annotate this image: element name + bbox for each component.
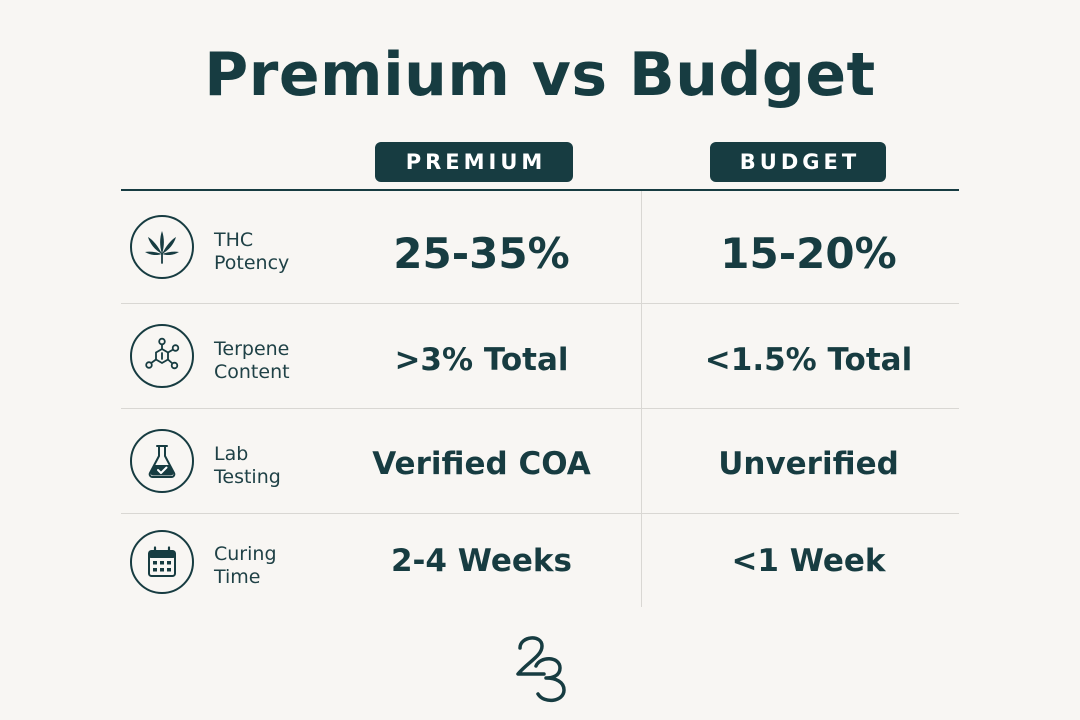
row-divider xyxy=(121,303,959,304)
column-header-budget: BUDGET xyxy=(710,142,886,182)
cannabis-leaf-icon xyxy=(130,215,194,279)
premium-value: >3% Total xyxy=(394,342,569,378)
calendar-icon xyxy=(130,530,194,594)
row-label: Lab Testing xyxy=(214,443,281,488)
table-row: Terpene Content >3% Total <1.5% Total xyxy=(121,304,959,408)
row-label: Curing Time xyxy=(214,543,277,588)
row-label: Terpene Content xyxy=(214,338,290,383)
flask-icon xyxy=(130,429,194,493)
premium-value: 25-35% xyxy=(393,229,570,278)
table-row: THC Potency 25-35% 15-20% xyxy=(121,191,959,303)
header-rule xyxy=(121,189,959,191)
column-header-premium: PREMIUM xyxy=(375,142,573,182)
budget-value: <1 Week xyxy=(731,543,886,579)
premium-value: 2-4 Weeks xyxy=(390,543,572,579)
budget-value: 15-20% xyxy=(720,229,897,278)
budget-value: Unverified xyxy=(718,446,899,482)
table-row: Lab Testing Verified COA Unverified xyxy=(121,409,959,513)
molecule-icon xyxy=(130,324,194,388)
23-monogram-logo xyxy=(500,626,580,706)
budget-value: <1.5% Total xyxy=(704,342,913,378)
row-label: THC Potency xyxy=(214,229,290,274)
row-divider xyxy=(121,513,959,514)
table-row: Curing Time 2-4 Weeks <1 Week xyxy=(121,514,959,608)
column-divider xyxy=(641,191,642,607)
page-title: Premium vs Budget xyxy=(204,40,876,110)
premium-value: Verified COA xyxy=(372,446,591,482)
row-divider xyxy=(121,408,959,409)
